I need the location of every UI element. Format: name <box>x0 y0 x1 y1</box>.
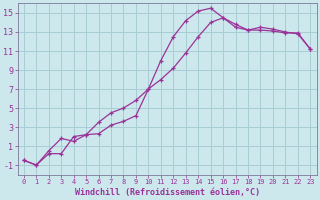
X-axis label: Windchill (Refroidissement éolien,°C): Windchill (Refroidissement éolien,°C) <box>75 188 260 197</box>
